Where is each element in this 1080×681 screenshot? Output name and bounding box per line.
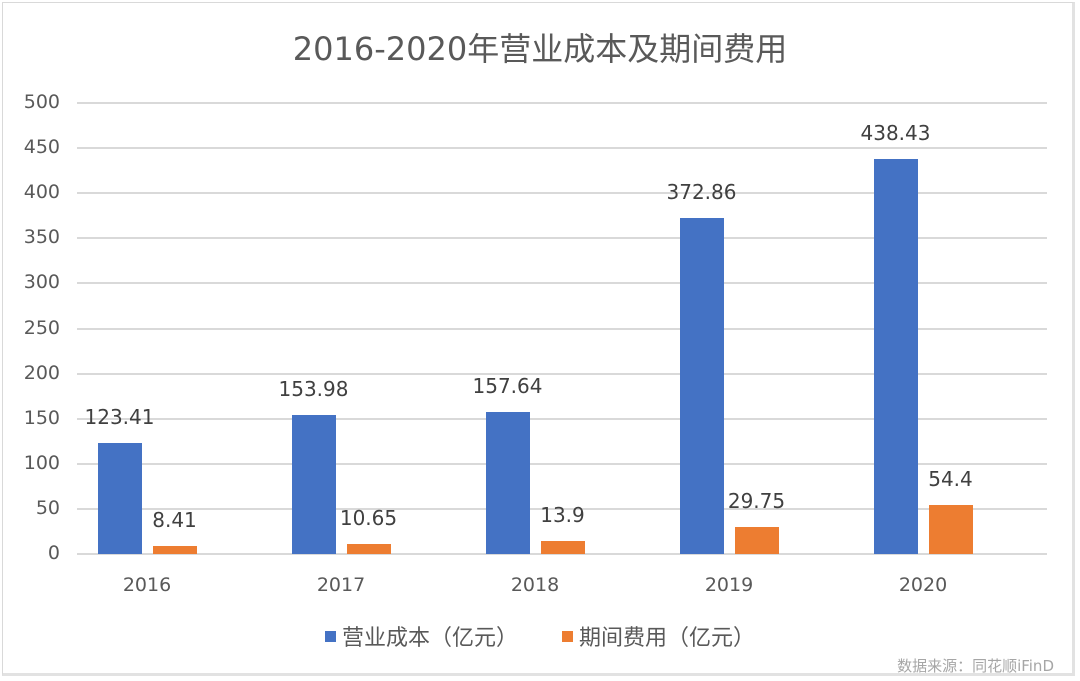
- y-tick-label: 100: [23, 451, 60, 474]
- legend-item-operating-cost[interactable]: 营业成本（亿元）: [324, 620, 518, 652]
- y-tick-label: 150: [23, 406, 60, 429]
- data-label: 10.65: [339, 506, 398, 531]
- x-tick-label: 2016: [122, 574, 172, 596]
- bar-operating-cost[interactable]: [291, 415, 336, 554]
- gridline: [77, 372, 1047, 375]
- data-label: 157.64: [472, 373, 543, 398]
- y-tick-label: 50: [35, 496, 60, 519]
- legend-swatch-orange: [562, 630, 573, 642]
- data-label: 29.75: [727, 489, 786, 514]
- x-tick-label: 2019: [704, 574, 754, 596]
- bar-operating-cost[interactable]: [873, 158, 918, 554]
- data-label: 372.86: [666, 179, 737, 204]
- y-tick-label: 200: [23, 361, 60, 384]
- data-label: 153.98: [278, 377, 349, 402]
- legend-swatch-blue: [324, 630, 336, 642]
- y-tick-label: 250: [23, 316, 60, 339]
- bar-operating-cost[interactable]: [485, 411, 530, 554]
- x-tick-label: 2020: [898, 574, 948, 596]
- gridline: [77, 102, 1047, 104]
- bar-period-expense[interactable]: [540, 541, 585, 554]
- gridline: [77, 507, 1047, 510]
- plot-area: [77, 102, 1047, 555]
- data-label: 8.41: [152, 508, 197, 533]
- x-tick-label: 2017: [316, 574, 366, 596]
- legend-label: 营业成本（亿元）: [341, 626, 518, 651]
- gridline: [77, 282, 1047, 285]
- chart-title: 2016-2020年营业成本及期间费用: [292, 30, 788, 68]
- y-tick-label: 450: [23, 136, 60, 159]
- gridline: [77, 147, 1047, 150]
- bar-period-expense[interactable]: [346, 544, 391, 554]
- gridline: [77, 462, 1047, 465]
- y-tick-label: 500: [23, 91, 60, 113]
- gridline: [77, 237, 1047, 240]
- y-tick-label: 0: [47, 542, 60, 564]
- gridline: [77, 417, 1047, 420]
- data-label: 13.9: [540, 503, 585, 528]
- data-label: 54.4: [928, 466, 973, 491]
- data-label: 123.41: [84, 404, 155, 429]
- bar-period-expense[interactable]: [152, 546, 197, 554]
- bar-period-expense[interactable]: [928, 504, 973, 554]
- y-tick-label: 350: [23, 226, 60, 249]
- bar-period-expense[interactable]: [734, 527, 779, 554]
- bar-operating-cost[interactable]: [97, 442, 142, 554]
- bar-operating-cost[interactable]: [679, 217, 724, 554]
- y-tick-label: 400: [23, 181, 60, 204]
- y-tick-label: 300: [23, 271, 60, 294]
- legend-label: 期间费用（亿元）: [579, 626, 756, 651]
- data-label: 438.43: [860, 120, 931, 145]
- gridline: [77, 327, 1047, 330]
- gridline: [77, 192, 1047, 195]
- legend-item-period-expense[interactable]: 期间费用（亿元）: [562, 620, 755, 652]
- x-tick-label: 2018: [510, 574, 560, 596]
- data-source-note: 数据来源：同花顺iFinD: [897, 657, 1054, 675]
- legend: 营业成本（亿元） 期间费用（亿元）: [0, 620, 1080, 652]
- gridline: [77, 553, 1047, 555]
